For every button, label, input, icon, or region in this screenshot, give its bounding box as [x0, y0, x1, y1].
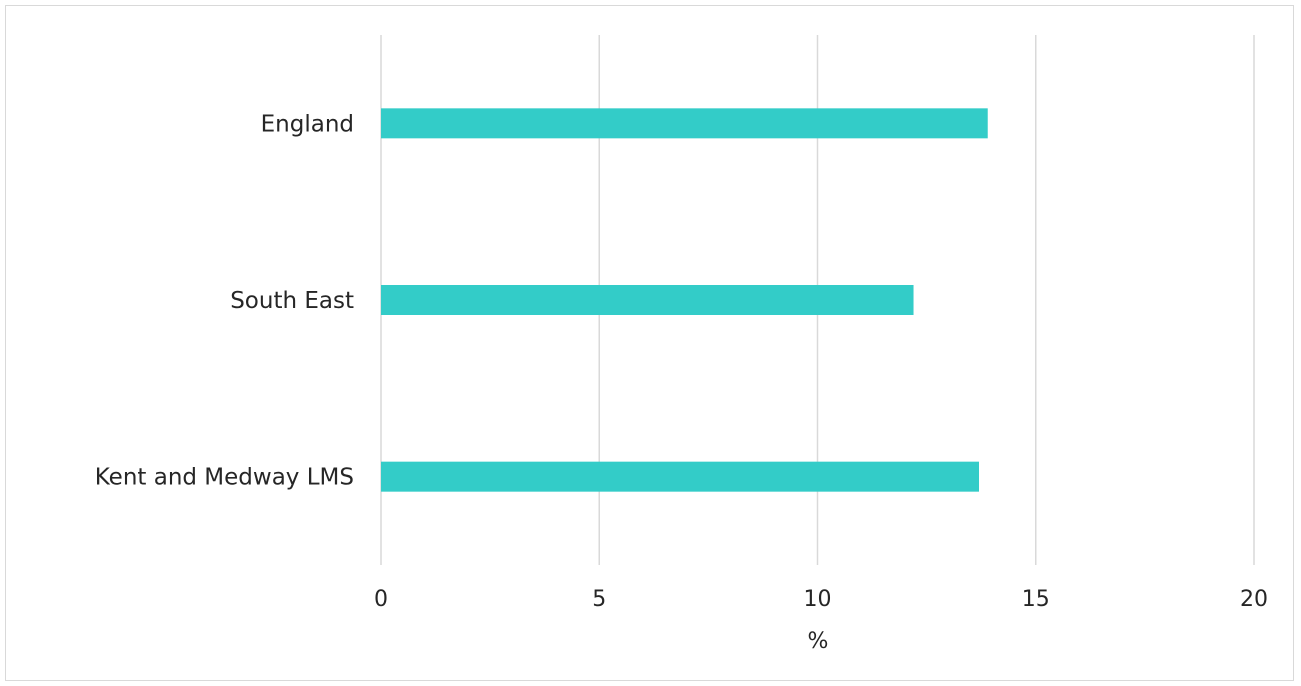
category-label: England: [261, 111, 354, 137]
x-tick-label: 20: [1240, 587, 1268, 612]
category-label: Kent and Medway LMS: [95, 465, 354, 491]
x-tick-label: 15: [1022, 587, 1050, 612]
category-label: South East: [230, 288, 354, 314]
bar: [381, 461, 980, 492]
x-axis-title: %: [808, 629, 829, 654]
bar: [381, 108, 988, 139]
x-tick-label: 10: [804, 587, 832, 612]
x-tick-labels: 0 5 10 15 20: [374, 587, 1268, 612]
category-labels: England South East Kent and Medway LMS: [95, 111, 354, 490]
x-tick-label: 5: [592, 587, 606, 612]
x-tick-label: 0: [374, 587, 388, 612]
bar: [381, 285, 914, 315]
bars: [381, 108, 988, 492]
